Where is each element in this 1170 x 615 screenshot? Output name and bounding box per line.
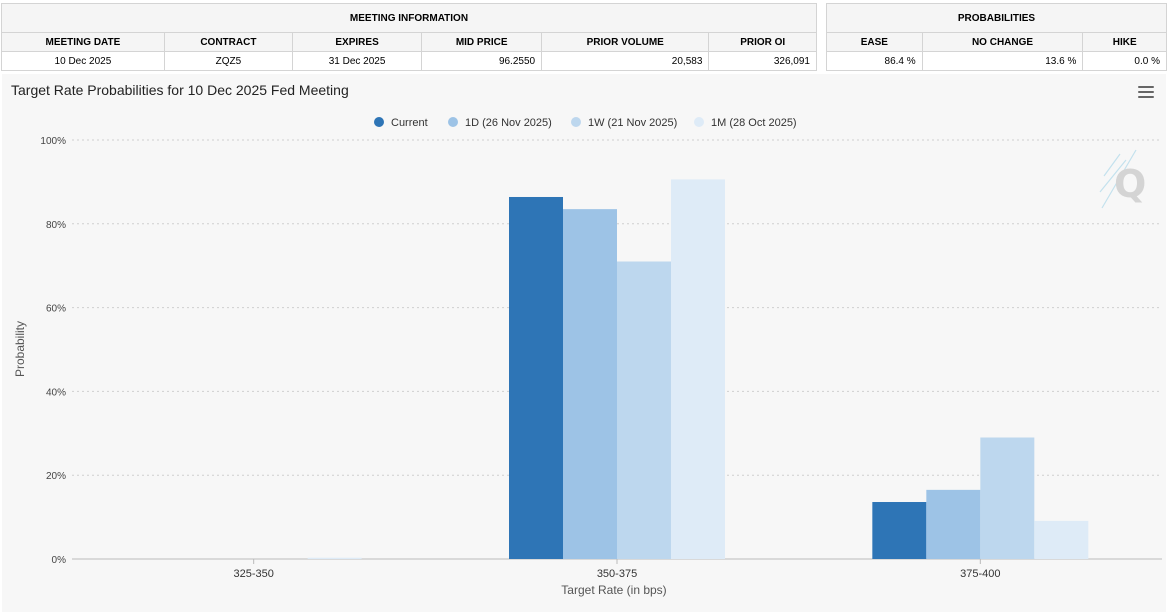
legend-item-0[interactable]: Current: [374, 117, 428, 129]
legend-label: 1D (26 Nov 2025): [465, 117, 552, 129]
col-header-ease: EASE: [826, 32, 923, 52]
watermark-logo: Q: [1099, 149, 1146, 209]
legend-item-3[interactable]: 1M (28 Oct 2025): [694, 117, 797, 129]
col-header-prior-volume: PRIOR VOLUME: [541, 32, 710, 52]
legend-item-1[interactable]: 1D (26 Nov 2025): [448, 117, 552, 129]
x-tick-label: 375-400: [960, 568, 1000, 580]
legend-label: 1M (28 Oct 2025): [711, 117, 797, 129]
y-tick-label: 100%: [40, 136, 66, 147]
col-header-hike: HIKE: [1082, 32, 1167, 52]
chart-bars: [307, 179, 1089, 560]
col-header-contract: CONTRACT: [163, 32, 293, 52]
meeting-info-table: MEETING INFORMATION MEETING DATE CONTRAC…: [1, 3, 817, 71]
bar-375-400-series-2[interactable]: [980, 437, 1035, 559]
bar-375-400-series-3[interactable]: [1034, 520, 1089, 559]
y-tick-label: 60%: [46, 304, 66, 315]
cell-expires: 31 Dec 2025: [291, 51, 423, 71]
meeting-info-title: MEETING INFORMATION: [1, 3, 817, 33]
probabilities-title: PROBABILITIES: [826, 3, 1167, 33]
svg-text:Q: Q: [1114, 162, 1146, 206]
legend-marker: [571, 117, 581, 127]
x-axis-label: Target Rate (in bps): [561, 583, 666, 597]
col-header-meeting-date: MEETING DATE: [1, 32, 165, 52]
cell-no-change: 13.6 %: [921, 51, 1084, 71]
cell-hike: 0.0 %: [1082, 51, 1167, 71]
y-axis-label: Probability: [13, 321, 27, 377]
chart-panel: Target Rate Probabilities for 10 Dec 202…: [2, 74, 1166, 612]
probabilities-table: PROBABILITIES EASE NO CHANGE HIKE 86.4 %…: [826, 3, 1167, 71]
legend-label: Current: [391, 117, 428, 129]
legend-marker: [374, 117, 384, 127]
y-tick-label: 20%: [46, 471, 66, 482]
bar-350-375-series-2[interactable]: [617, 261, 671, 559]
col-header-mid-price: MID PRICE: [421, 32, 543, 52]
y-tick-label: 0%: [52, 555, 67, 566]
cell-ease: 86.4 %: [826, 51, 923, 71]
col-header-expires: EXPIRES: [291, 32, 423, 52]
cell-mid-price: 96.2550: [421, 51, 543, 71]
x-axis: 325-350 350-375 375-400: [233, 559, 1001, 580]
bar-375-400-series-0[interactable]: [872, 502, 927, 559]
bar-350-375-series-3[interactable]: [671, 179, 725, 560]
y-tick-label: 40%: [46, 387, 66, 398]
cell-prior-volume: 20,583: [541, 51, 710, 71]
legend-marker: [694, 117, 704, 127]
bar-chart: Target Rate Probabilities for 10 Dec 202…: [11, 82, 1162, 597]
chart-title: Target Rate Probabilities for 10 Dec 202…: [11, 82, 349, 98]
bar-350-375-series-1[interactable]: [563, 209, 617, 559]
legend-marker: [448, 117, 458, 127]
chart-menu-button[interactable]: [1138, 86, 1154, 100]
bar-350-375-series-0[interactable]: [509, 196, 563, 559]
col-header-prior-oi: PRIOR OI: [708, 32, 817, 52]
cell-meeting-date: 10 Dec 2025: [1, 51, 165, 71]
y-tick-label: 80%: [46, 220, 66, 231]
chart-legend: Current 1D (26 Nov 2025) 1W (21 Nov 2025) 1…: [374, 117, 797, 129]
legend-item-2[interactable]: 1W (21 Nov 2025): [571, 117, 677, 129]
bar-375-400-series-1[interactable]: [926, 489, 981, 559]
cell-contract: ZQZ5: [163, 51, 293, 71]
col-header-no-change: NO CHANGE: [921, 32, 1084, 52]
cell-prior-oi: 326,091: [708, 51, 817, 71]
x-tick-label: 325-350: [233, 568, 273, 580]
x-tick-label: 350-375: [597, 568, 637, 580]
legend-label: 1W (21 Nov 2025): [588, 117, 677, 129]
bar-325-350-series-3[interactable]: [307, 557, 362, 559]
